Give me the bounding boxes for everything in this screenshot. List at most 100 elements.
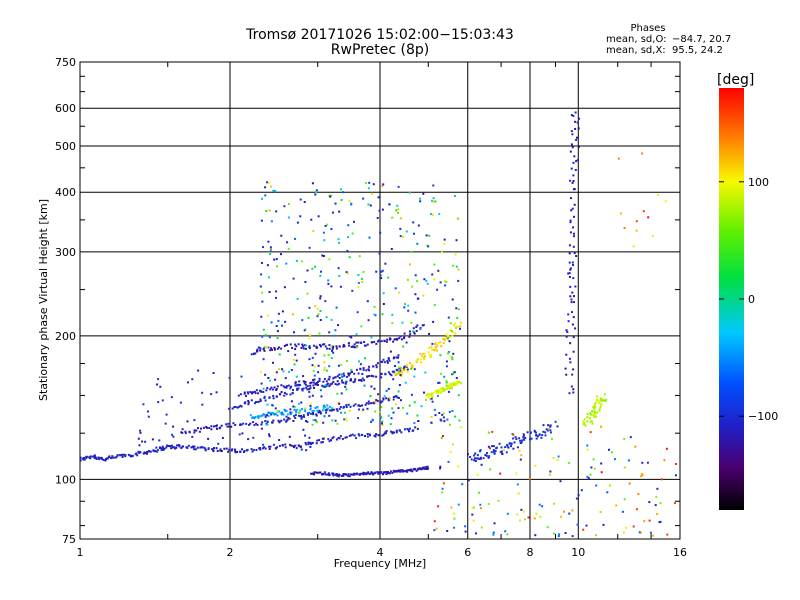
- data-point: [308, 390, 311, 393]
- data-point: [370, 471, 373, 474]
- data-point: [265, 210, 268, 212]
- data-point: [470, 458, 473, 461]
- data-point: [290, 385, 293, 388]
- data-point: [277, 319, 280, 322]
- data-point: [515, 438, 518, 441]
- data-point: [136, 454, 139, 457]
- data-point: [591, 422, 594, 425]
- data-point: [221, 437, 224, 439]
- data-point: [474, 457, 476, 460]
- data-point: [573, 215, 575, 218]
- data-point: [298, 380, 301, 383]
- data-point: [437, 392, 440, 395]
- data-point: [114, 456, 117, 459]
- data-point: [144, 440, 147, 443]
- data-point: [285, 409, 288, 412]
- data-point: [390, 374, 393, 377]
- data-point: [516, 513, 519, 516]
- data-point: [451, 443, 454, 446]
- data-point: [431, 392, 434, 395]
- data-point: [572, 114, 575, 117]
- data-point: [259, 400, 262, 402]
- data-point: [428, 234, 431, 237]
- data-point: [400, 431, 403, 434]
- data-point: [416, 324, 419, 327]
- data-point: [290, 411, 293, 414]
- data-point: [638, 531, 641, 534]
- data-point: [178, 444, 180, 447]
- data-point: [533, 517, 536, 520]
- data-point: [361, 377, 364, 380]
- data-point: [594, 412, 597, 415]
- data-point: [433, 263, 436, 266]
- data-point: [367, 203, 370, 206]
- data-point: [457, 503, 460, 506]
- data-point: [410, 366, 413, 369]
- data-point: [417, 420, 420, 422]
- data-point: [416, 427, 419, 430]
- data-point: [110, 457, 112, 459]
- data-point: [266, 387, 269, 389]
- data-point: [343, 405, 345, 408]
- data-point: [137, 437, 140, 440]
- data-point: [331, 437, 334, 440]
- data-point: [304, 410, 307, 413]
- data-point: [492, 449, 495, 451]
- data-point: [260, 382, 263, 385]
- data-point: [385, 473, 388, 476]
- data-point: [299, 383, 302, 386]
- data-point: [337, 324, 339, 327]
- data-point: [441, 413, 444, 416]
- data-point: [374, 400, 377, 403]
- data-point: [346, 474, 349, 477]
- data-point: [490, 451, 493, 454]
- data-point: [380, 415, 383, 418]
- data-point: [398, 337, 401, 340]
- data-point: [515, 472, 518, 475]
- data-point: [358, 255, 361, 258]
- data-point: [256, 350, 259, 353]
- data-point: [382, 398, 385, 401]
- data-point: [280, 419, 283, 422]
- data-point: [608, 484, 611, 487]
- data-point: [617, 157, 620, 160]
- data-point: [573, 235, 575, 238]
- data-point: [250, 353, 253, 356]
- data-point: [414, 274, 417, 277]
- data-point: [308, 246, 311, 249]
- x-axis-label: Frequency [MHz]: [334, 557, 426, 570]
- data-point: [298, 402, 301, 405]
- data-point: [285, 393, 288, 396]
- data-point: [311, 423, 314, 426]
- data-point: [499, 472, 502, 475]
- data-point: [286, 241, 289, 244]
- data-point: [438, 381, 441, 384]
- data-point: [358, 379, 360, 382]
- data-point: [632, 525, 635, 528]
- data-point: [241, 432, 244, 435]
- data-point: [595, 400, 598, 403]
- data-point: [281, 310, 284, 313]
- data-point: [281, 444, 284, 447]
- data-point: [357, 282, 360, 284]
- data-point: [262, 246, 264, 249]
- data-point: [569, 231, 572, 234]
- data-point: [144, 452, 147, 455]
- data-point: [237, 394, 240, 397]
- data-point: [660, 478, 663, 481]
- data-point: [586, 444, 589, 447]
- data-point: [394, 365, 396, 367]
- data-point: [344, 411, 346, 414]
- data-point: [255, 389, 258, 392]
- data-point: [576, 523, 579, 526]
- data-point: [432, 184, 435, 187]
- data-point: [368, 433, 371, 436]
- data-point: [380, 372, 383, 375]
- data-point: [253, 390, 256, 393]
- data-point: [628, 482, 631, 485]
- data-point: [392, 398, 395, 401]
- data-point: [400, 338, 403, 341]
- data-point: [270, 220, 273, 223]
- data-point: [570, 197, 572, 200]
- data-point: [375, 399, 378, 402]
